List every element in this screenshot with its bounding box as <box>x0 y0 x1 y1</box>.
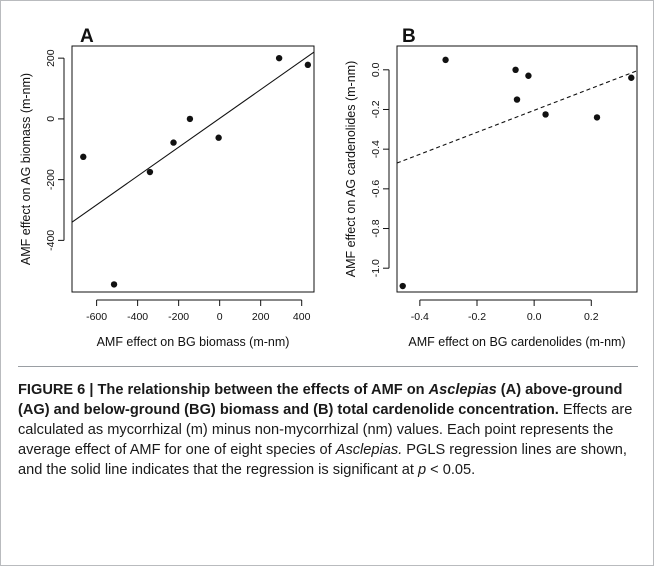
y-tick-label: -0.8 <box>370 219 382 237</box>
caption-body-part-3: < 0.05. <box>426 462 476 478</box>
x-axis-title: AMF effect on BG biomass (m-nm) <box>97 335 290 349</box>
x-tick-label: -400 <box>127 311 148 323</box>
y-axis-title: AMF effect on AG biomass (m-nm) <box>19 73 33 265</box>
caption-body-genus: Asclepias. <box>335 442 403 458</box>
x-tick-label: -600 <box>86 311 107 323</box>
data-point <box>170 139 177 146</box>
data-point <box>525 72 532 79</box>
data-point <box>542 111 549 118</box>
y-tick-label: 0 <box>45 116 57 122</box>
regression-line-solid <box>71 51 315 223</box>
y-tick-label: -200 <box>45 169 57 190</box>
y-axis-title: AMF effect on AG cardenolides (m-nm) <box>344 61 358 278</box>
plot-area-border <box>71 45 315 293</box>
regression-line-dashed <box>396 70 638 164</box>
x-tick-label: -0.4 <box>411 311 429 323</box>
chart-panel-a: A -600 -400 -200 0 200 400 -400 -200 0 200 AMF effe… <box>19 26 315 349</box>
chart-panel-b: B -0.4 -0.2 0.0 0.2 -1.0 -0.8 -0.6 -0.4 -0.2 0.0 AM… <box>344 26 638 349</box>
x-tick-label: 200 <box>252 311 270 323</box>
panel-label: B <box>402 26 416 47</box>
caption-p-symbol: p <box>417 462 427 478</box>
y-tick-label: 200 <box>45 49 57 67</box>
caption-body-part-1: Effects are calculated as mycorrhizal (m… <box>18 402 633 458</box>
caption-body-part-2: PGLS regression lines are shown, and the… <box>18 442 627 478</box>
panel-label: A <box>80 26 94 47</box>
data-point <box>513 96 521 103</box>
data-point <box>304 61 312 69</box>
y-tick-label: -0.2 <box>370 100 382 118</box>
y-tick-label: -0.4 <box>370 140 382 158</box>
data-point <box>80 153 87 161</box>
data-point <box>186 115 194 123</box>
caption-heading-part-1: FIGURE 6 | The relationship between the … <box>18 382 429 398</box>
plot-area-border <box>396 45 638 293</box>
x-axis-title: AMF effect on BG cardenolides (m-nm) <box>408 335 625 349</box>
y-tick-label: 0.0 <box>370 62 382 77</box>
x-tick-label: -200 <box>168 311 189 323</box>
caption-heading-genus: Asclepias <box>428 382 497 398</box>
data-point <box>215 134 222 141</box>
data-point <box>593 114 601 121</box>
caption-heading: FIGURE 6 | The relationship between the … <box>18 382 622 418</box>
x-tick-label: 400 <box>293 311 311 323</box>
y-tick-label: -0.6 <box>370 180 382 198</box>
data-point <box>628 74 635 81</box>
x-tick-label: 0 <box>217 311 223 323</box>
caption-heading-part-2: (A) above-ground (AG) and below-ground (… <box>18 382 623 418</box>
data-point <box>442 56 449 64</box>
x-tick-label: 0.0 <box>527 311 542 323</box>
data-point <box>512 66 519 74</box>
data-point <box>110 281 118 288</box>
data-point <box>146 168 154 176</box>
y-tick-label: -1.0 <box>370 259 382 277</box>
data-point <box>275 54 283 62</box>
x-tick-label: -0.2 <box>468 311 486 323</box>
x-tick-label: 0.2 <box>584 311 599 323</box>
y-tick-label: -400 <box>45 230 57 251</box>
data-point <box>399 282 406 290</box>
caption-divider <box>18 366 638 367</box>
figure-charts: A -600 -400 -200 0 200 400 -400 -200 0 200 AMF effe… <box>19 26 638 349</box>
figure-caption: FIGURE 6 | The relationship between the … <box>18 380 642 480</box>
